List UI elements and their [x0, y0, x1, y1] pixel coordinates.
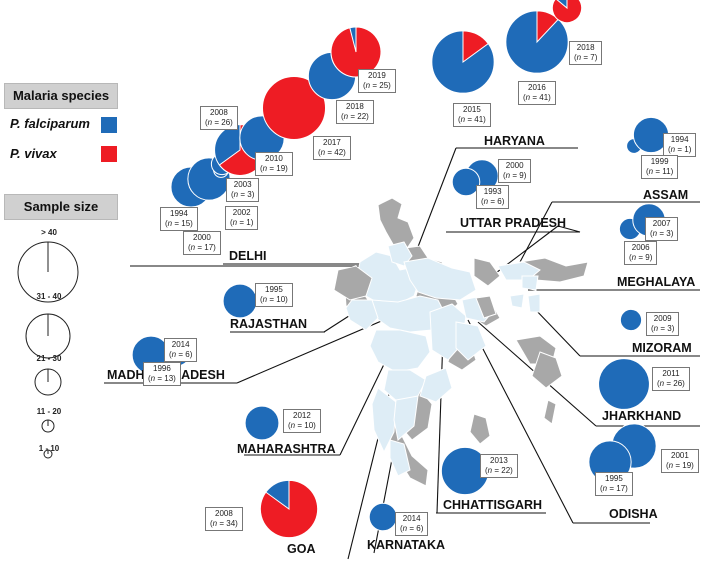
neighbour-country	[531, 351, 563, 389]
india-state-region	[527, 293, 541, 313]
state-label-odisha: ODISHA	[609, 507, 658, 521]
india-map	[333, 197, 589, 487]
sample-label-box: 2007 (n = 3)	[645, 217, 679, 241]
sample-label-box: 2019 (n = 25)	[358, 69, 396, 93]
sample-label-box: 2018 (n = 22)	[336, 100, 374, 124]
leader-line	[436, 335, 444, 514]
state-label-chhattisgarh: CHHATTISGARH	[443, 498, 543, 512]
state-label-rajasthan: RAJASTHAN	[230, 317, 308, 331]
sample-label-box: 2000 (n = 9)	[498, 159, 532, 183]
pie-pv-slice	[259, 479, 319, 539]
sample-label-box: 1995 (n = 10)	[255, 283, 293, 307]
sample-label-box: 1995 (n = 17)	[595, 472, 633, 496]
sample-label-box: 2002 (n = 1)	[225, 206, 259, 230]
india-state-region	[369, 329, 431, 373]
pie-pf-slice	[619, 308, 643, 332]
sample-label-box: 2008 (n = 26)	[200, 106, 238, 130]
sample-label-box: 1996 (n = 13)	[143, 362, 181, 386]
sample-label-box: 2014 (n = 6)	[395, 512, 429, 536]
state-label-jharkhand: JHARKHAND	[602, 409, 682, 423]
sample-label-box: 2008 (n = 34)	[205, 507, 243, 531]
sample-label-box: 1999 (n = 11)	[641, 155, 679, 179]
state-label-maharashtra: MAHARASHTRA	[237, 442, 336, 456]
sample-label-box: 2014 (n = 6)	[164, 338, 198, 362]
neighbour-country	[469, 413, 491, 445]
state-label-karnataka: KARNATAKA	[367, 538, 445, 552]
legend-label-pv: P. vivax	[10, 146, 57, 161]
sample-label-box: 1994 (n = 15)	[160, 207, 198, 231]
neighbour-country	[333, 265, 373, 301]
neighbour-country	[543, 399, 557, 425]
legend-swatch-pf	[101, 117, 117, 133]
state-label-uttar-pradesh: UTTAR PRADESH	[460, 216, 567, 230]
sample-label-box: 1993 (n = 6)	[476, 185, 510, 209]
sample-label-box: 2000 (n = 17)	[183, 231, 221, 255]
sample-label-box: 2013 (n = 22)	[480, 454, 518, 478]
pie-pf-slice	[244, 405, 280, 441]
species-legend-title: Malaria species	[4, 83, 118, 109]
sample-label-box: 2011 (n = 26)	[652, 367, 690, 391]
sample-label-box: 2015 (n = 41)	[453, 103, 491, 127]
leader-line	[415, 147, 457, 253]
india-state-region	[389, 439, 411, 477]
india-state-region	[403, 257, 477, 301]
sample-label-box: 2001 (n = 19)	[661, 449, 699, 473]
pie-pv-slice	[462, 30, 489, 63]
neighbour-country	[475, 295, 497, 319]
pie-pf-slice	[368, 502, 398, 532]
sample-label-box: 2016 (n = 41)	[518, 81, 556, 105]
state-label-assam: ASSAM	[643, 188, 689, 202]
india-state-region	[393, 395, 419, 441]
pie-pf-slice	[451, 167, 481, 197]
neighbour-country	[377, 197, 415, 251]
size-class-label: 21 - 30	[36, 354, 62, 363]
state-label-mizoram: MIZORAM	[632, 341, 692, 355]
pie-pv-slice	[551, 0, 583, 24]
sample-label-box: 2018 (n = 7)	[569, 41, 603, 65]
india-state-region	[455, 321, 487, 361]
size-class-label: 1 - 10	[38, 444, 60, 453]
leader-line	[519, 201, 553, 263]
sample-label-box: 2010 (n = 19)	[255, 152, 293, 176]
sample-label-box: 2017 (n = 42)	[313, 136, 351, 160]
leader-lines	[104, 147, 700, 560]
india-state-region	[345, 299, 379, 331]
leader-line	[557, 225, 581, 233]
size-class-label: 11 - 20	[36, 407, 62, 416]
state-label-goa: GOA	[287, 542, 316, 556]
sample-label-box: 2006 (n = 9)	[624, 241, 658, 265]
size-legend-circles	[17, 241, 79, 459]
india-state-region	[521, 275, 539, 291]
sample-pies	[131, 0, 670, 539]
sample-label-box: 2012 (n = 10)	[283, 409, 321, 433]
leader-line	[531, 305, 581, 357]
legend-label-pf: P. falciparum	[10, 116, 90, 131]
size-class-label: > 40	[41, 228, 57, 237]
size-legend-title: Sample size	[4, 194, 118, 220]
leader-line	[339, 355, 389, 456]
pie-pf-slice	[598, 358, 650, 410]
state-label-meghalaya: MEGHALAYA	[617, 275, 696, 289]
pie-pv-slice	[261, 75, 327, 141]
legend-swatch-pv	[101, 146, 117, 162]
leader-line	[467, 319, 574, 524]
india-state-region	[419, 367, 453, 403]
sample-label-box: 1994 (n = 1)	[663, 133, 697, 157]
india-state-region	[509, 293, 525, 309]
size-class-label: 31 - 40	[36, 292, 62, 301]
pie-pf-slice	[222, 283, 258, 319]
sample-label-box: 2009 (n = 3)	[646, 312, 680, 336]
neighbour-country	[473, 257, 501, 287]
state-label-haryana: HARYANA	[484, 134, 545, 148]
sample-label-box: 2003 (n = 3)	[226, 178, 260, 202]
state-label-delhi: DELHI	[229, 249, 267, 263]
